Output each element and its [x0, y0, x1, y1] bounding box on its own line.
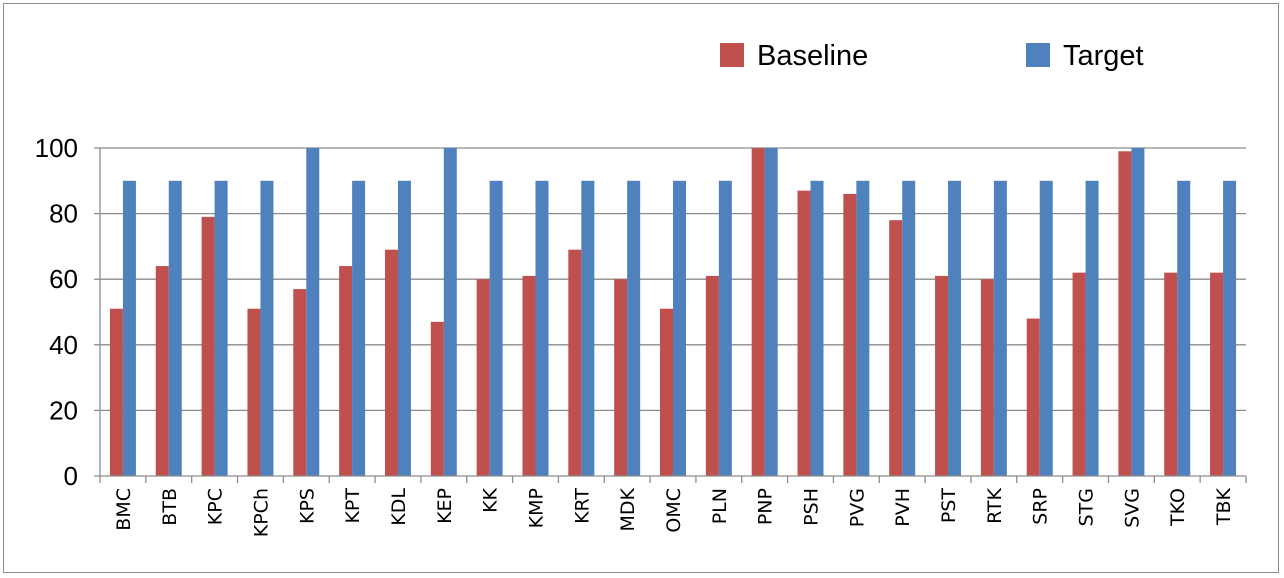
legend-swatch-baseline — [720, 43, 744, 67]
bar-target-kpch — [260, 180, 274, 477]
bar-target-stg — [1085, 180, 1099, 477]
bar-target-mdk — [627, 180, 641, 477]
bar-target-pst — [948, 180, 962, 477]
x-tick-label-pvh: PVH — [892, 488, 914, 527]
bar-baseline-kk — [476, 279, 490, 476]
bar-target-kpt — [352, 180, 366, 477]
x-tick-label-kpc: KPC — [205, 488, 227, 525]
bar-baseline-pvg — [843, 193, 857, 477]
bar-baseline-psh — [797, 190, 811, 476]
bar-baseline-stg — [1072, 272, 1086, 476]
bar-target-kpc — [214, 180, 228, 477]
bar-target-pvh — [902, 180, 916, 477]
x-tick-label-svg: SVG — [1121, 488, 1143, 528]
x-tick-label-kk: KK — [480, 487, 502, 512]
bar-baseline-tko — [1164, 272, 1178, 476]
y-tick-label: 100 — [35, 133, 78, 163]
bar-baseline-kep — [430, 321, 444, 476]
x-tick-label-krt: KRT — [571, 488, 593, 524]
legend: Baseline Target — [720, 40, 1144, 72]
bar-target-bmc — [122, 180, 136, 477]
bar-target-pnp — [764, 148, 778, 476]
x-tick-label-mdk: MDK — [617, 487, 639, 531]
bar-baseline-kdl — [384, 249, 398, 476]
x-tick-label-bmc: BMC — [113, 488, 135, 531]
bar-baseline-kpch — [247, 308, 261, 476]
bar-target-kep — [443, 148, 457, 476]
bar-target-btb — [168, 180, 182, 477]
bar-target-kmp — [535, 180, 549, 477]
x-tick-label-pst: PST — [938, 488, 960, 524]
y-tick-label: 60 — [49, 264, 78, 294]
bar-baseline-bmc — [109, 308, 123, 476]
bar-target-krt — [581, 180, 595, 477]
bar-target-srp — [1039, 180, 1053, 477]
y-tick-labels: 0 20 40 60 80 100 — [35, 133, 78, 491]
bar-baseline-pln — [705, 275, 719, 476]
bar-baseline-kps — [293, 289, 307, 476]
bar-target-pln — [718, 180, 732, 477]
bar-baseline-kpc — [201, 216, 215, 476]
x-tick-label-pvg: PVG — [846, 488, 868, 527]
x-tick-label-kpt: KPT — [342, 488, 364, 524]
bar-baseline-pvh — [889, 220, 903, 476]
bar-baseline-kpt — [339, 266, 353, 476]
x-tick-label-kmp: KMP — [525, 488, 547, 528]
x-tick-label-kdl: KDL — [388, 488, 410, 526]
bar-baseline-mdk — [614, 279, 628, 476]
bar-baseline-srp — [1026, 318, 1040, 476]
bar-baseline-rtk — [980, 279, 994, 476]
legend-label-baseline: Baseline — [757, 40, 868, 72]
x-tick-label-psh: PSH — [801, 488, 823, 526]
legend-swatch-target — [1026, 43, 1050, 67]
bar-baseline-pnp — [751, 148, 765, 476]
bar-baseline-svg — [1118, 151, 1132, 476]
bar-baseline-omc — [660, 308, 673, 476]
x-tick-label-tko: TKO — [1167, 488, 1189, 527]
bar-target-omc — [673, 180, 686, 477]
bar-target-svg — [1131, 148, 1145, 476]
bar-baseline-kmp — [522, 275, 536, 476]
bar-target-kps — [306, 148, 320, 476]
x-tick-label-kpch: KPCh — [250, 488, 272, 537]
bar-target-psh — [810, 180, 824, 477]
bar-baseline-btb — [155, 266, 169, 476]
x-tick-label-omc: OMC — [663, 488, 685, 533]
x-tick-labels: BMC BTB KPC KPCh KPS KPT KDL KEP KK KMP KRT MDK OMC P… — [113, 487, 1235, 537]
bars — [109, 148, 1237, 477]
x-tick-label-stg: STG — [1076, 488, 1098, 526]
x-tick-label-kep: KEP — [434, 488, 456, 524]
bar-baseline-krt — [568, 249, 582, 476]
x-tick-label-pnp: PNP — [755, 488, 777, 525]
x-tick-label-pln: PLN — [709, 488, 731, 524]
y-tick-label: 40 — [49, 330, 78, 360]
y-tick-label: 80 — [49, 199, 78, 229]
axes — [94, 147, 1247, 483]
x-tick-label-kps: KPS — [296, 488, 318, 524]
bar-target-rtk — [993, 180, 1007, 477]
bar-target-kdl — [397, 180, 411, 477]
x-tick-label-srp: SRP — [1030, 488, 1052, 525]
bar-target-kk — [489, 180, 503, 477]
x-tick-label-rtk: RTK — [984, 487, 1006, 523]
bar-target-tko — [1177, 180, 1191, 477]
bar-target-pvg — [856, 180, 870, 477]
y-tick-label: 20 — [49, 395, 78, 425]
x-tick-label-tbk: TBK — [1213, 487, 1235, 526]
legend-label-target: Target — [1063, 40, 1144, 72]
bar-baseline-pst — [935, 275, 949, 476]
bar-baseline-tbk — [1210, 272, 1224, 476]
y-tick-label: 0 — [64, 461, 78, 491]
bar-target-tbk — [1223, 180, 1237, 477]
x-tick-label-btb: BTB — [159, 488, 181, 526]
